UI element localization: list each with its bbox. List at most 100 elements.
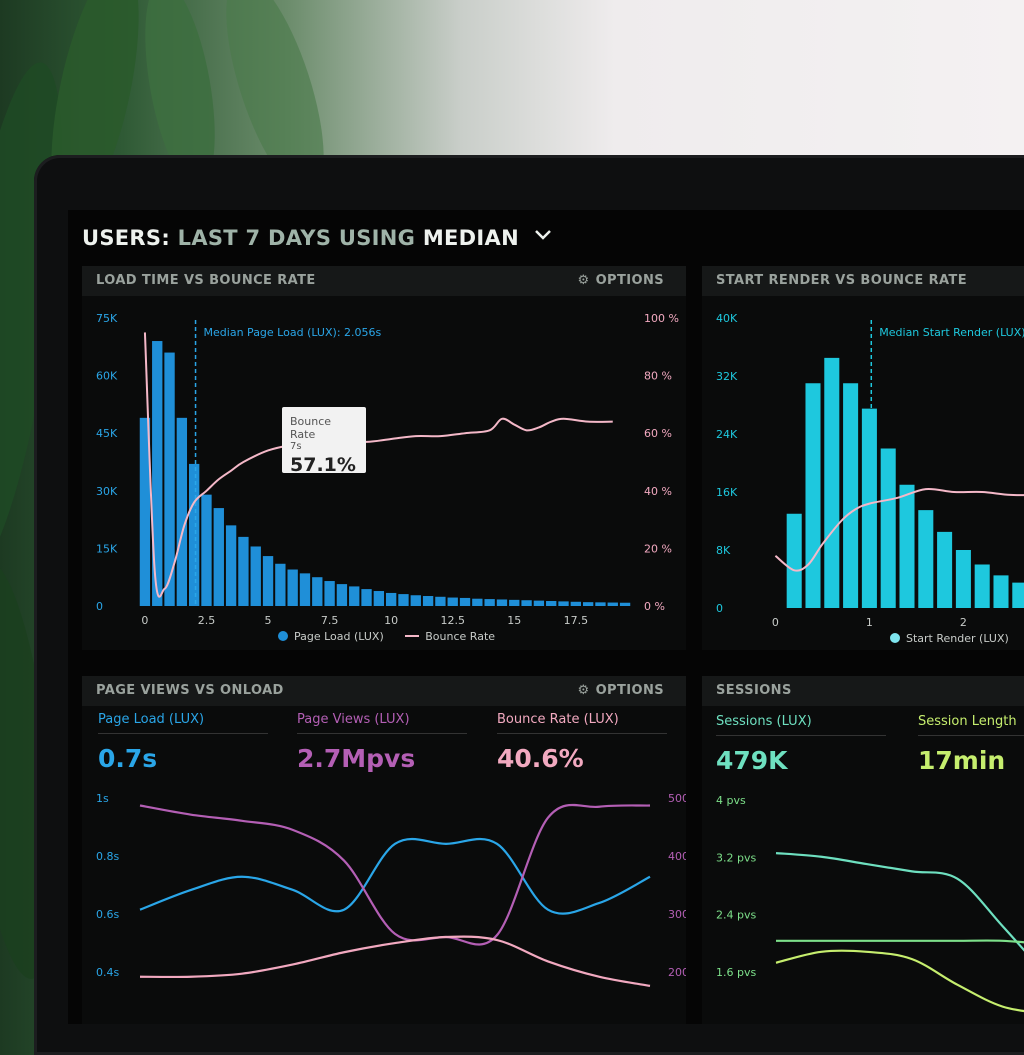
histogram-bar <box>349 586 360 606</box>
histogram-bar <box>385 592 397 606</box>
x-tick-label: 12.5 <box>440 614 465 627</box>
series-line <box>775 852 1024 952</box>
bounce-rate-line <box>774 487 1024 572</box>
sessions-chart: 4 pvs 3.2 pvs 2.4 pvs 1.6 pvs <box>716 794 1024 1013</box>
histogram-bar <box>955 550 971 608</box>
y-tick-label: 45K <box>96 427 118 440</box>
options-button[interactable]: ⚙ OPTIONS <box>578 266 664 296</box>
x-tick-label: 2 <box>960 616 967 629</box>
histogram-bar <box>472 598 483 606</box>
page-views-panel: PAGE VIEWS VS ONLOAD ⚙ OPTIONS Page Load … <box>82 676 686 1024</box>
y-tick-label: 40K <box>716 312 738 325</box>
histogram-bar <box>786 513 802 608</box>
histogram-bar <box>336 584 348 606</box>
y-tick-label: 16K <box>716 486 738 499</box>
y-tick-label: 15K <box>96 542 118 555</box>
y-tick-label: 0 <box>96 600 103 613</box>
series-line <box>775 939 1024 944</box>
chart-legend: Page Load (LUX) Bounce Rate <box>278 630 495 643</box>
histogram-bar <box>410 595 421 606</box>
histogram-bar <box>238 536 249 606</box>
load-time-chart: 0 15K 30K 45K 60K 75K 0 % 20 % 40 % 60 % 80 % 100 %… <box>96 312 679 627</box>
kpi-bounce-rate: Bounce Rate (LUX) 40.6% <box>497 712 667 773</box>
histogram-bar <box>312 577 323 606</box>
histogram-bar <box>324 581 335 606</box>
y-tick-label: 24K <box>716 428 738 441</box>
histogram-bar <box>287 569 298 606</box>
x-tick-label: 17.5 <box>564 614 589 627</box>
y-tick-label-right: 60 % <box>644 427 672 440</box>
histogram-bar <box>509 599 520 606</box>
series-line <box>139 837 651 915</box>
histogram-bar <box>139 417 151 606</box>
kpi-page-load: Page Load (LUX) 0.7s <box>98 712 268 773</box>
panel-title: SESSIONS <box>702 676 1024 706</box>
header-range: LAST 7 DAYS <box>177 226 332 250</box>
y-tick-label: 30K <box>96 485 118 498</box>
chevron-down-icon[interactable] <box>534 227 551 243</box>
histogram-bar <box>484 599 495 606</box>
header-prefix: USERS: <box>82 226 171 250</box>
load-time-panel: LOAD TIME VS BOUNCE RATE ⚙ OPTIONS 0 15K 30… <box>82 266 686 650</box>
y-tick-label: 1s <box>96 792 109 805</box>
histogram-bar <box>201 494 212 606</box>
x-tick-label: 0 <box>772 616 779 629</box>
histogram-bar <box>275 563 286 606</box>
histogram-bar <box>918 510 934 608</box>
histogram-bar <box>1012 582 1024 608</box>
start-render-panel: START RENDER VS BOUNCE RATE 0 8K 16K 24K 32K… <box>702 266 1024 650</box>
start-render-chart: 0 8K 16K 24K 32K 40K 0 1 2 Median Start Render (L… <box>716 312 1024 629</box>
y-tick-label: 2.4 pvs <box>716 909 756 922</box>
y-tick-label: 60K <box>96 370 118 383</box>
dashboard-screen: USERS: LAST 7 DAYS USING MEDIAN LOAD TIM… <box>68 210 1024 1024</box>
histogram-bar <box>373 591 385 606</box>
x-tick-label: 7.5 <box>321 614 339 627</box>
histogram-bar <box>619 602 631 606</box>
histogram-bar <box>398 594 409 606</box>
histogram-bar <box>262 556 274 606</box>
y-tick-label: 0.8s <box>96 850 119 863</box>
histogram-bar <box>189 463 200 606</box>
histogram-bar <box>899 484 915 608</box>
header-using: USING <box>338 226 416 250</box>
y-tick-label: 1.6 pvs <box>716 966 756 979</box>
x-tick-label: 0 <box>141 614 148 627</box>
histogram-bar <box>805 383 821 608</box>
y-tick-label-right: 0 % <box>644 600 665 613</box>
y-tick-label-right: 500K <box>668 792 686 805</box>
x-tick-label: 15 <box>507 614 521 627</box>
histogram-bar <box>435 596 446 606</box>
options-button[interactable]: ⚙ OPTIONS <box>578 676 664 706</box>
y-tick-label-right: 20 % <box>644 542 672 555</box>
y-tick-label: 4 pvs <box>716 794 746 807</box>
y-tick-label: 32K <box>716 370 738 383</box>
histogram-bar <box>176 417 188 606</box>
histogram-bar <box>582 602 594 606</box>
legend-line <box>405 635 420 637</box>
y-tick-label-right: 200K <box>668 966 686 979</box>
histogram-bar <box>250 546 261 606</box>
panel-title: LOAD TIME VS BOUNCE RATE ⚙ OPTIONS <box>82 266 686 296</box>
median-label: Median Start Render (LUX): <box>879 326 1024 339</box>
histogram-bar <box>422 596 434 606</box>
page-views-chart: 1s0.8s0.6s0.4s500K400K300K200K100%80%60%… <box>96 792 686 987</box>
x-tick-label: 10 <box>384 614 398 627</box>
y-tick-label-right: 300K <box>668 908 686 921</box>
histogram-bar <box>225 525 237 606</box>
histogram-bar <box>861 408 877 608</box>
panel-title: START RENDER VS BOUNCE RATE <box>702 266 1024 296</box>
histogram-bar <box>533 600 545 606</box>
panel-title: PAGE VIEWS VS ONLOAD ⚙ OPTIONS <box>82 676 686 706</box>
bounce-rate-tooltip: Bounce Rate 7s 57.1% <box>282 407 366 476</box>
y-tick-label: 8K <box>716 544 731 557</box>
sessions-panel: SESSIONS Sessions (LUX) 479K Session Len… <box>702 676 1024 1024</box>
series-line <box>139 803 651 946</box>
histogram-bar <box>570 601 581 606</box>
header-method: MEDIAN <box>422 226 519 250</box>
y-tick-label-right: 400K <box>668 850 686 863</box>
dashboard-header[interactable]: USERS: LAST 7 DAYS USING MEDIAN <box>82 226 551 250</box>
gear-icon: ⚙ <box>577 273 590 288</box>
chart-legend: Start Render (LUX) <box>890 632 1009 645</box>
histogram-bar <box>974 564 990 608</box>
histogram-bar <box>595 602 606 606</box>
